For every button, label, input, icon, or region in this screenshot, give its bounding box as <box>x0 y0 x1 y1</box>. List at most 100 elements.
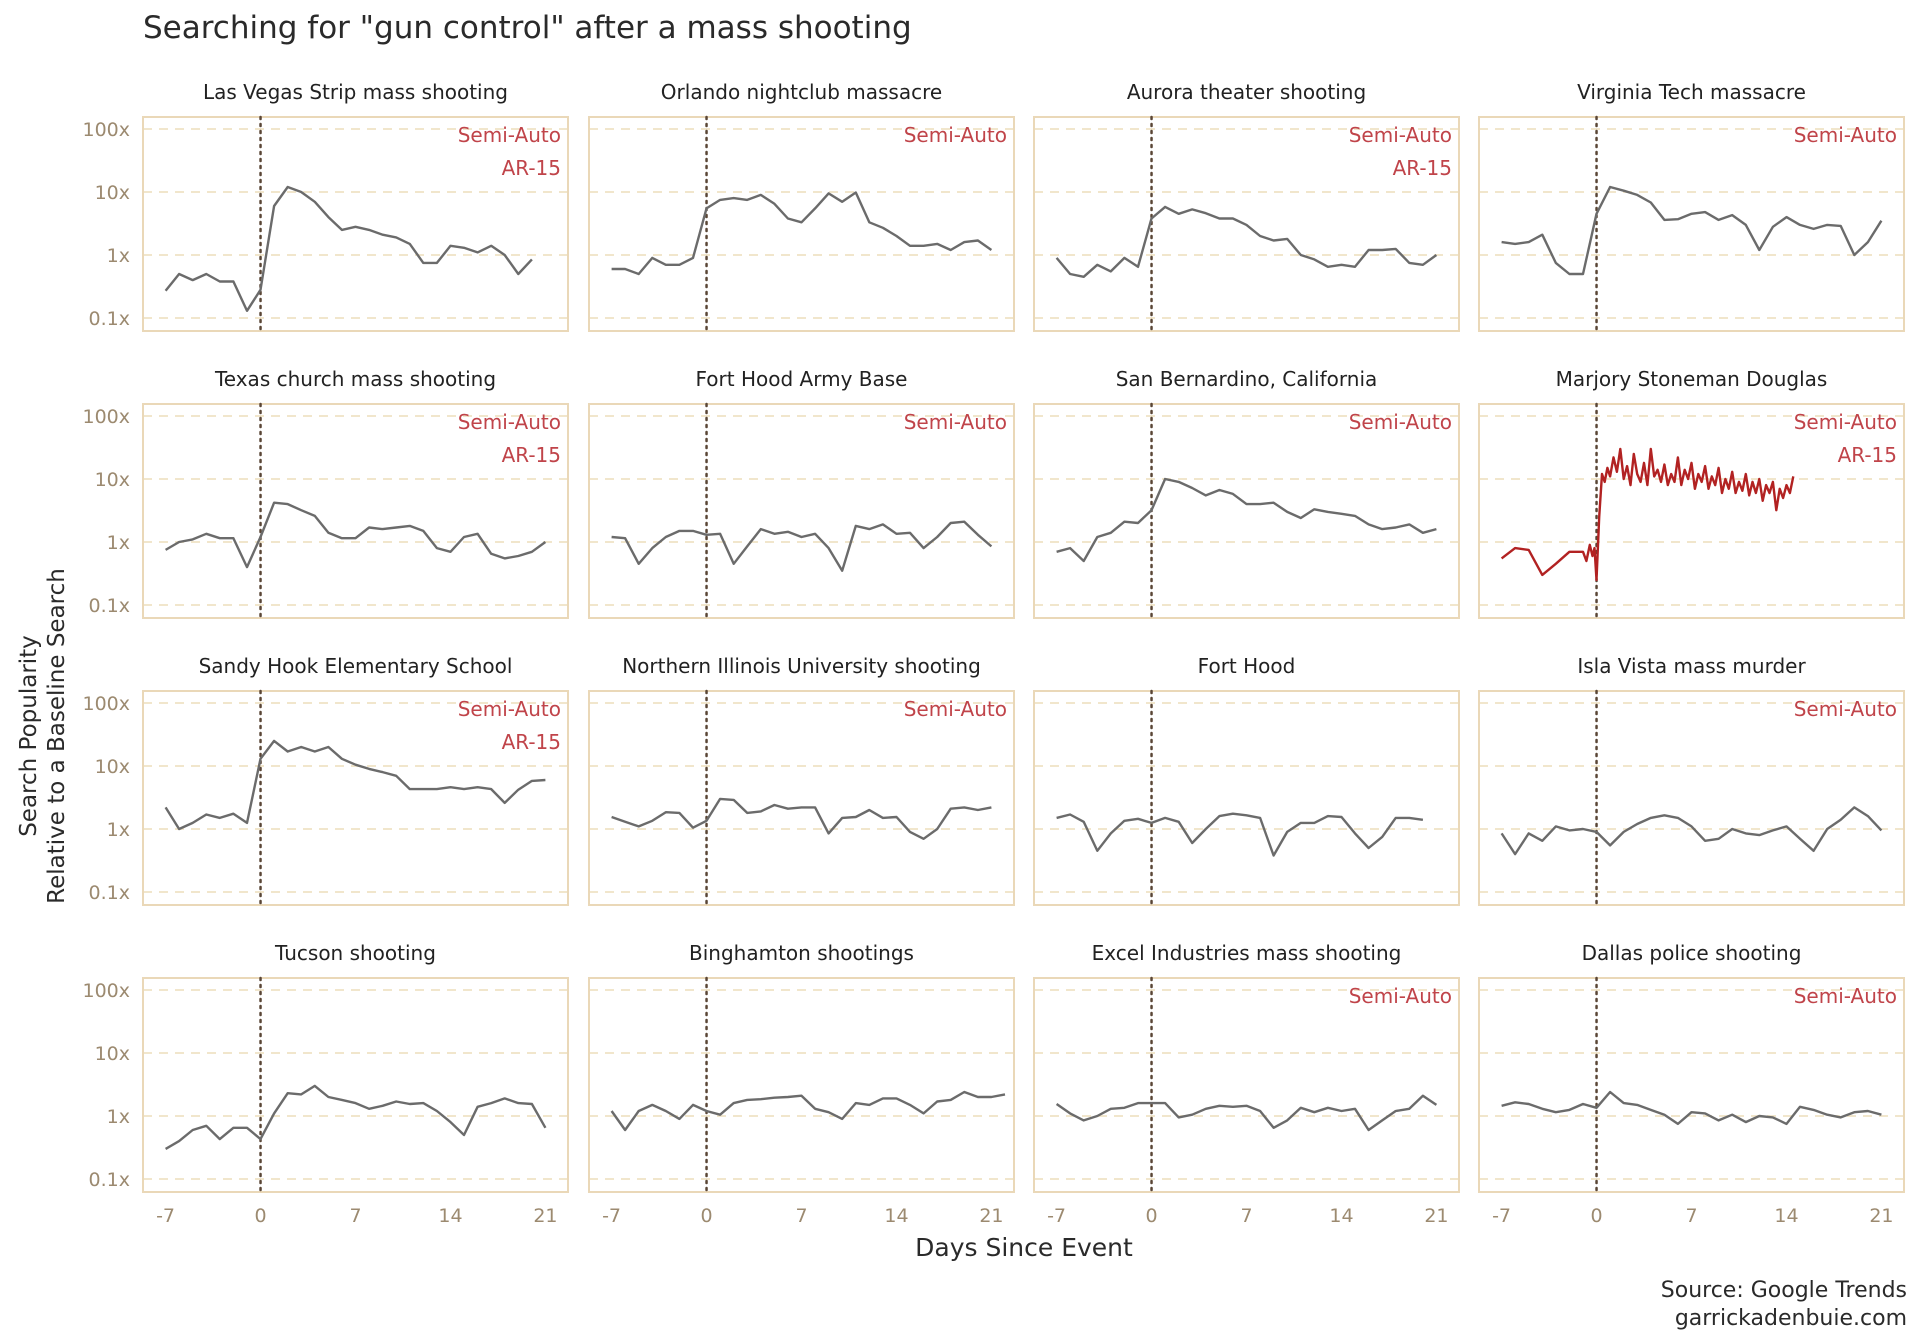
series-line <box>1056 812 1424 857</box>
panel-title: Texas church mass shooting <box>214 367 496 391</box>
weapon-tag: Semi-Auto <box>904 123 1007 147</box>
series-line <box>611 520 993 572</box>
y-tick-label: 0.1x <box>89 595 130 617</box>
weapon-tag: Semi-Auto <box>1794 123 1897 147</box>
x-tick-label: 21 <box>533 1205 557 1227</box>
x-tick-label: 21 <box>1424 1205 1448 1227</box>
x-tick-label: 7 <box>795 1205 807 1227</box>
panel-border <box>588 977 1015 1193</box>
panel-border <box>142 977 569 1193</box>
panel-title: Sandy Hook Elementary School <box>199 654 513 678</box>
series-line <box>1501 185 1883 276</box>
weapon-tag: Semi-Auto <box>904 410 1007 434</box>
facet-panel: Excel Industries mass shooting Semi-Auto -… <box>1033 941 1460 1227</box>
x-tick-label: 14 <box>1329 1205 1353 1227</box>
panel-border <box>142 403 569 619</box>
panel-title: San Bernardino, California <box>1116 367 1378 391</box>
panel-border <box>142 690 569 906</box>
series-line <box>611 191 993 276</box>
series-line <box>1055 1094 1438 1132</box>
x-tick-label: -7 <box>156 1205 175 1227</box>
y-tick-label: 1x <box>107 819 130 841</box>
y-tick-label: 10x <box>95 182 130 204</box>
panel-title: Excel Industries mass shooting <box>1092 941 1402 965</box>
facet-panel: Marjory Stoneman Douglas Semi-Auto AR-15 <box>1478 367 1905 620</box>
panel-border <box>1478 116 1905 332</box>
panel-title: Las Vegas Strip mass shooting <box>203 80 508 104</box>
x-tick-label: 21 <box>1869 1205 1893 1227</box>
weapon-tag: AR-15 <box>502 443 561 467</box>
weapon-tag: Semi-Auto <box>458 697 561 721</box>
panel-title: Binghamton shootings <box>689 941 914 965</box>
y-axis-title-line-1: Search Popularity <box>16 635 42 837</box>
series-line <box>611 797 992 840</box>
series-line <box>1500 447 1795 582</box>
series-line <box>610 1090 1006 1132</box>
x-tick-label: 0 <box>1590 1205 1602 1227</box>
y-tick-label: 10x <box>95 756 130 778</box>
facet-panel: Northern Illinois University shooting Sem… <box>588 654 1015 907</box>
y-tick-label: 100x <box>82 406 130 428</box>
y-tick-label: 0.1x <box>89 1169 130 1191</box>
panel-title: Aurora theater shooting <box>1127 80 1366 104</box>
facet-panel: Fort Hood Army Base Semi-Auto <box>588 367 1015 620</box>
panel-border <box>588 116 1015 332</box>
x-tick-label: 14 <box>1774 1205 1798 1227</box>
x-axis-title: Days Since Event <box>915 1233 1133 1262</box>
y-axis-title: Search Popularity Relative to a Baseline… <box>16 568 70 904</box>
x-tick-label: 21 <box>979 1205 1003 1227</box>
panel-border <box>1033 403 1460 619</box>
x-tick-label: 14 <box>884 1205 908 1227</box>
panel-border <box>142 116 569 332</box>
series-line <box>1055 205 1438 278</box>
x-tick-label: 7 <box>1685 1205 1697 1227</box>
weapon-tag: Semi-Auto <box>904 697 1007 721</box>
facet-panel: Sandy Hook Elementary School Semi-Auto AR-… <box>82 654 569 907</box>
panel-border <box>1033 690 1460 906</box>
facet-panel: Dallas police shooting Semi-Auto -7 0 7 14 21 <box>1478 941 1905 1227</box>
series-line <box>164 501 547 569</box>
weapon-tag: Semi-Auto <box>458 410 561 434</box>
caption-site: garrickadenbuie.com <box>1675 1306 1907 1331</box>
series-line <box>164 185 533 312</box>
weapon-tag: Semi-Auto <box>1349 410 1452 434</box>
panel-border <box>1478 403 1905 619</box>
facet-panel: Las Vegas Strip mass shooting Semi-Auto AR… <box>82 80 569 333</box>
x-tick-label: -7 <box>1492 1205 1511 1227</box>
weapon-tag: AR-15 <box>502 730 561 754</box>
panel-grid: Las Vegas Strip mass shooting Semi-Auto AR… <box>82 80 1905 1227</box>
facet-panel: Aurora theater shooting Semi-Auto AR-15 <box>1033 80 1460 333</box>
panel-title: Virginia Tech massacre <box>1577 80 1806 104</box>
panel-title: Orlando nightclub massacre <box>661 80 942 104</box>
panel-title: Isla Vista mass murder <box>1577 654 1806 678</box>
facet-panel: Orlando nightclub massacre Semi-Auto <box>588 80 1015 333</box>
y-axis-title-line-2: Relative to a Baseline Search <box>44 568 70 904</box>
series-line <box>1056 477 1437 563</box>
weapon-tag: AR-15 <box>1393 156 1452 180</box>
facet-panel: Binghamton shootings -7 0 7 14 21 <box>588 941 1015 1227</box>
facet-panel: Fort Hood <box>1033 654 1460 907</box>
x-tick-label: 7 <box>349 1205 361 1227</box>
x-tick-label: -7 <box>602 1205 621 1227</box>
weapon-tag: Semi-Auto <box>1794 697 1897 721</box>
weapon-tag: Semi-Auto <box>1349 123 1452 147</box>
series-line <box>164 739 546 831</box>
panel-title: Tucson shooting <box>274 941 436 965</box>
x-tick-label: 0 <box>700 1205 712 1227</box>
weapon-tag: Semi-Auto <box>1794 984 1897 1008</box>
series-line <box>1500 806 1883 856</box>
panel-border <box>1033 977 1460 1193</box>
facet-panel: San Bernardino, California Semi-Auto <box>1033 367 1460 620</box>
y-tick-label: 0.1x <box>89 882 130 904</box>
y-tick-label: 100x <box>82 119 130 141</box>
y-tick-label: 0.1x <box>89 308 130 330</box>
panel-title: Marjory Stoneman Douglas <box>1556 367 1828 391</box>
panel-border <box>1478 690 1905 906</box>
panel-border <box>1033 116 1460 332</box>
panel-border <box>588 403 1015 619</box>
facet-panel: Tucson shooting 0.1x 1x 10x 100x -7 0 7 14 21 <box>82 941 569 1227</box>
y-tick-label: 100x <box>82 693 130 715</box>
panel-title: Fort Hood Army Base <box>696 367 908 391</box>
caption-source: Source: Google Trends <box>1661 1278 1907 1303</box>
